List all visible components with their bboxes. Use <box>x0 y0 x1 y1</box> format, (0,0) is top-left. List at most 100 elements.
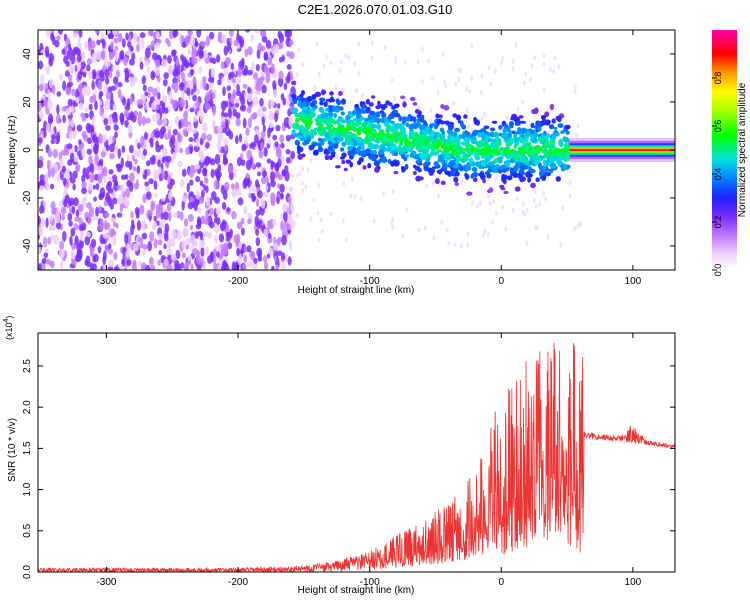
heatmap-cell <box>440 219 444 225</box>
heatmap-cell <box>305 140 310 145</box>
heatmap-cell <box>51 84 56 95</box>
heatmap-cell <box>513 154 520 161</box>
heatmap-cell <box>562 152 569 158</box>
heatmap-cell <box>167 129 172 140</box>
heatmap-cell <box>270 180 276 188</box>
heatmap-cell <box>319 101 324 106</box>
heatmap-cell <box>74 235 79 246</box>
heatmap-cell <box>494 175 498 181</box>
heatmap-cell <box>203 49 208 59</box>
heatmap-cell <box>201 190 205 198</box>
heatmap-cell <box>44 83 49 94</box>
heatmap-cell <box>157 92 161 100</box>
heatmap-cell <box>328 146 333 152</box>
heatmap-cell <box>274 112 279 123</box>
heatmap-cell <box>38 244 41 254</box>
heatmap-cell <box>53 234 59 245</box>
heatmap-cell <box>544 111 550 117</box>
heatmap-cell <box>46 159 51 171</box>
heatmap-cell <box>333 112 337 119</box>
heatmap-cell <box>317 71 321 77</box>
heatmap-cell <box>261 106 267 112</box>
heatmap-cell <box>404 154 410 158</box>
heatmap-cell <box>367 115 373 121</box>
heatmap-cell <box>242 178 248 190</box>
heatmap-cell <box>460 179 464 185</box>
heatmap-cell <box>171 49 176 57</box>
heatmap-cell <box>521 201 525 207</box>
heatmap-cell <box>379 118 385 122</box>
snr-y-multiplier-exp: 4 <box>3 318 10 322</box>
heatmap-cell <box>228 231 233 239</box>
heatmap-cell <box>379 110 384 114</box>
heatmap-cell <box>341 98 346 105</box>
heatmap-cell <box>91 116 96 127</box>
heatmap-cell <box>350 133 356 138</box>
heatmap-cell <box>466 243 470 248</box>
heatmap-cell <box>247 117 252 129</box>
heatmap-cell <box>111 111 117 123</box>
heatmap-cell <box>163 72 169 80</box>
heatmap-cell <box>62 114 66 124</box>
heatmap-cell <box>544 119 551 125</box>
heatmap-cell <box>520 134 524 138</box>
heatmap-cell <box>520 127 527 134</box>
heatmap-cell <box>155 112 161 121</box>
heatmap-cell <box>204 178 209 184</box>
heatmap-cell <box>162 117 168 126</box>
heatmap-cell <box>267 139 272 145</box>
heatmap-cell <box>56 173 60 182</box>
heatmap-cell <box>129 95 133 105</box>
heatmap-cell <box>412 102 418 106</box>
heatmap-cell <box>400 130 405 135</box>
heatmap-cell <box>346 120 351 125</box>
heatmap-cell <box>113 221 117 228</box>
heatmap-cell <box>409 96 416 102</box>
heatmap-cell <box>236 221 243 230</box>
heatmap-cell <box>174 144 180 154</box>
heatmap-cell <box>77 36 81 43</box>
heatmap-cell <box>155 140 160 148</box>
heatmap-cell <box>234 97 240 104</box>
heatmap-cell <box>187 48 191 55</box>
heatmap-cell <box>560 130 565 135</box>
heatmap-cell <box>281 235 287 246</box>
heatmap-cell <box>565 130 570 135</box>
heatmap-cell <box>298 134 303 140</box>
heatmap-cell <box>482 111 486 117</box>
heatmap-cell <box>435 178 440 185</box>
heatmap-cell <box>68 131 73 141</box>
heatmap-cell <box>135 211 140 219</box>
heatmap-cell <box>117 88 122 99</box>
heatmap-cell <box>502 128 508 134</box>
heatmap-cell <box>390 219 393 225</box>
heatmap-cell <box>306 116 313 121</box>
heatmap-cell <box>86 64 91 72</box>
heatmap-cell <box>238 240 242 250</box>
heatmap-cell <box>398 141 404 147</box>
heatmap-cell <box>340 111 345 116</box>
heatmap-cell <box>319 97 326 102</box>
heatmap-cell <box>73 197 79 207</box>
heatmap-cell <box>242 83 248 90</box>
heatmap-cell <box>247 69 253 76</box>
heatmap-cell <box>457 67 461 73</box>
heatmap-cell <box>375 111 381 118</box>
heatmap-cell <box>261 36 268 43</box>
heatmap-cell <box>195 100 201 109</box>
heatmap-cell <box>145 191 152 200</box>
heatmap-cell <box>513 168 518 172</box>
heatmap-cell <box>167 182 173 190</box>
heatmap-cell <box>521 99 525 105</box>
heatmap-cell <box>271 46 277 55</box>
heatmap-cell <box>69 235 73 246</box>
heatmap-cell <box>129 111 134 121</box>
heatmap-cell <box>295 72 299 77</box>
heatmap-cell <box>209 158 216 166</box>
heatmap-cell <box>385 164 389 170</box>
heatmap-cell <box>340 59 343 65</box>
heatmap-cell <box>493 158 500 163</box>
heatmap-cell <box>471 136 477 141</box>
heatmap-cell <box>294 139 300 146</box>
